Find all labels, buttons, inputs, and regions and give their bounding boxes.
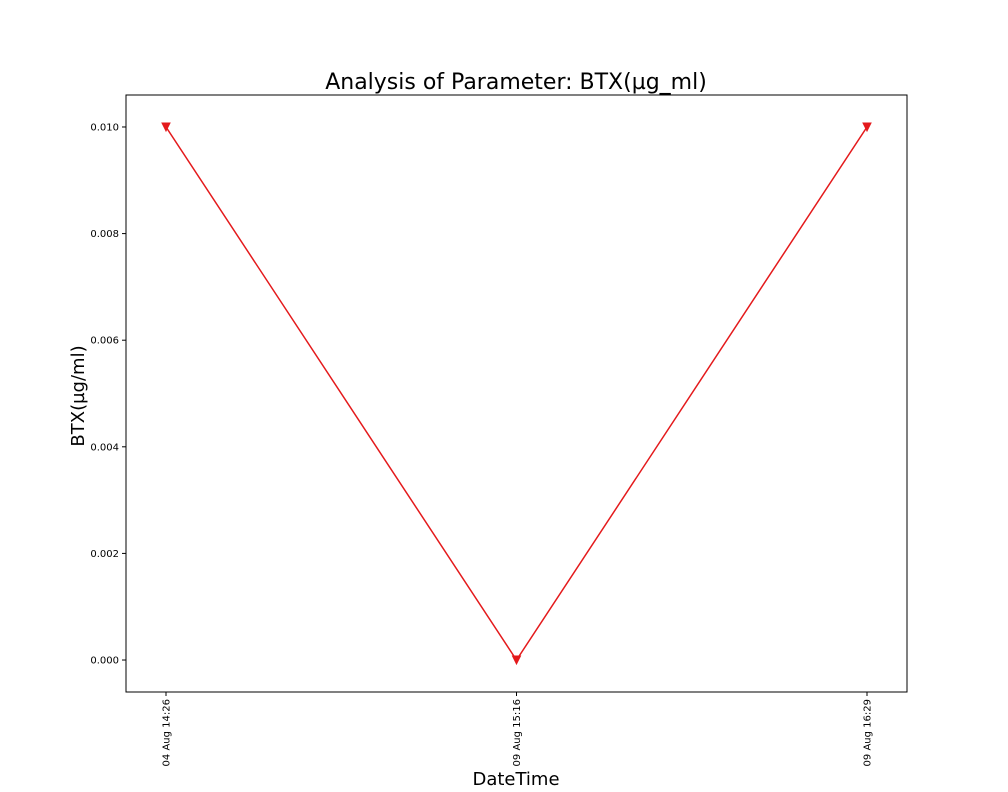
y-axis: 0.000 0.002 0.004 0.006 0.008 0.010 — [90, 122, 126, 667]
series-layer — [161, 122, 872, 666]
chart-title: Analysis of Parameter: BTX(µg_ml) — [325, 70, 707, 95]
y-tick-label: 0.002 — [90, 549, 119, 560]
y-tick-label: 0.008 — [90, 229, 119, 240]
y-tick-label: 0.000 — [90, 656, 119, 667]
y-tick-label: 0.006 — [90, 336, 119, 347]
x-axis: 04 Aug 14:26 09 Aug 15:16 09 Aug 16:29 — [162, 692, 874, 766]
x-tick-label: 09 Aug 15:16 — [512, 699, 523, 766]
plot-area — [125, 94, 908, 693]
data-point-marker — [862, 122, 872, 133]
x-axis-label: DateTime — [472, 769, 559, 790]
y-tick-label: 0.010 — [90, 122, 119, 133]
series-line — [165, 126, 868, 662]
data-point-marker — [511, 655, 522, 666]
data-point-marker — [161, 122, 171, 133]
y-axis-label: BTX(µg/ml) — [68, 345, 89, 446]
x-tick-label: 04 Aug 14:26 — [162, 699, 173, 766]
y-tick-label: 0.004 — [90, 442, 119, 453]
x-tick-label: 09 Aug 16:29 — [863, 699, 874, 766]
